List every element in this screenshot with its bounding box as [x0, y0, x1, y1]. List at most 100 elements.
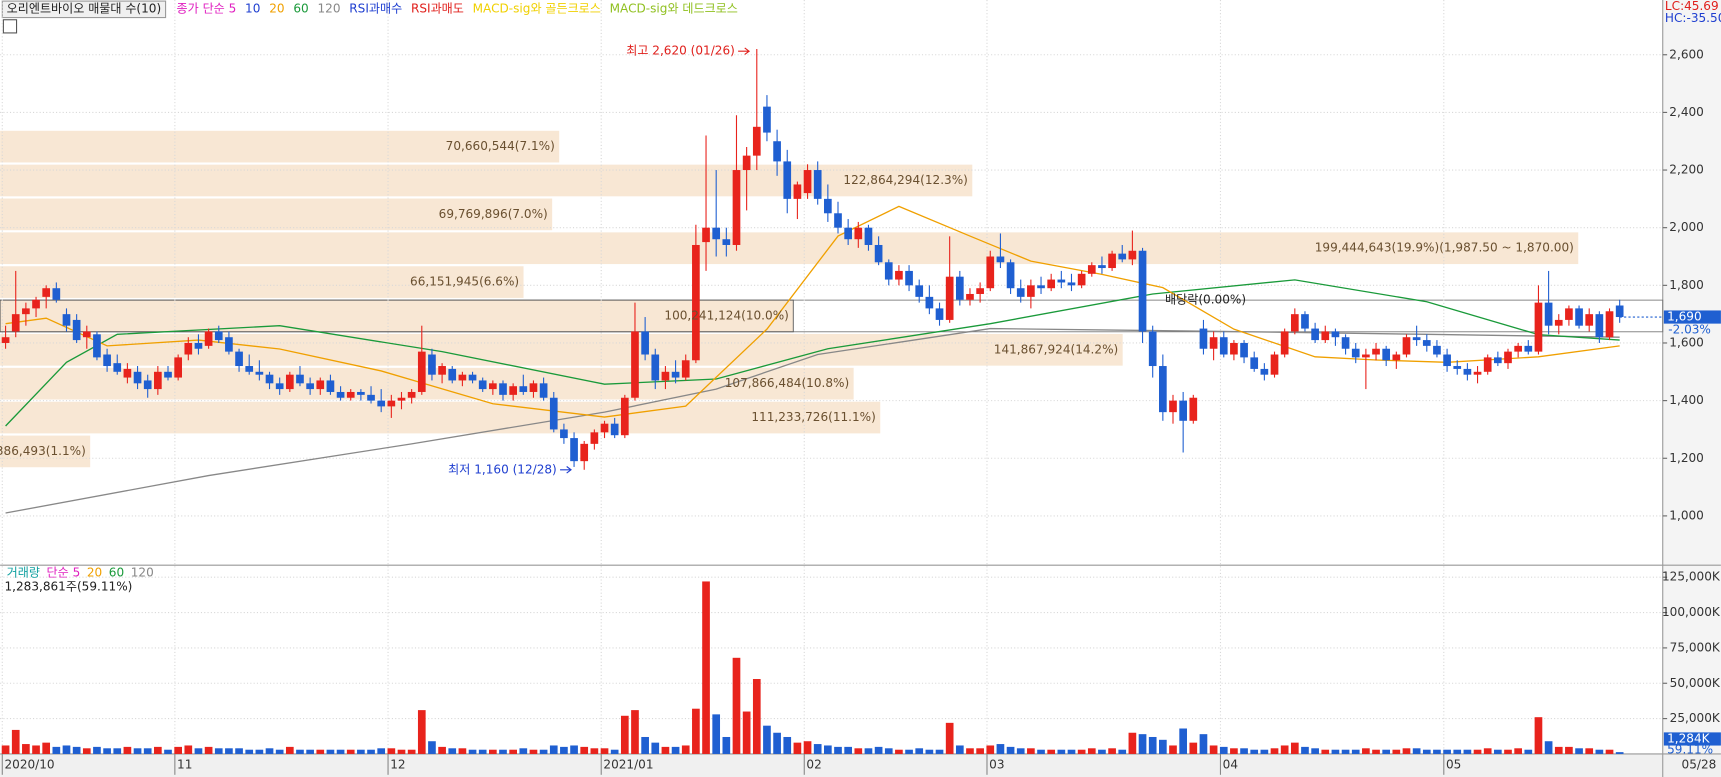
- candle-body: [275, 383, 284, 390]
- candle-body: [610, 423, 619, 436]
- candle-body: [1209, 337, 1218, 349]
- volume-bar: [824, 745, 832, 754]
- volume-bar: [803, 741, 812, 754]
- profile-label: 122,864,294(12.3%): [843, 173, 967, 187]
- volume-bar: [275, 749, 284, 754]
- volume-bar: [32, 745, 40, 754]
- volume-bar: [620, 715, 629, 754]
- candle-body: [346, 391, 355, 398]
- candle-body: [1189, 397, 1198, 421]
- volume-legend-entry: 60: [109, 565, 124, 579]
- candle-body: [255, 371, 264, 375]
- chart-title: 오리엔트바이오 매물대 수(10): [7, 1, 162, 15]
- volume-bar: [82, 748, 91, 754]
- candle-body: [143, 380, 152, 390]
- candle-body: [214, 331, 223, 341]
- volume-tick-label: 75,000K: [1670, 640, 1721, 654]
- volume-bar: [945, 722, 954, 754]
- volume-bar: [1321, 749, 1330, 754]
- candle-body: [631, 331, 639, 398]
- volume-bar: [732, 657, 741, 754]
- candle-body: [824, 198, 832, 214]
- volume-tick-label: 25,000K: [1670, 711, 1721, 725]
- candle-body: [62, 314, 71, 326]
- volume-bar: [1230, 748, 1238, 754]
- volume-bar: [1209, 745, 1218, 754]
- volume-bar: [245, 749, 254, 754]
- volume-bar: [367, 749, 375, 754]
- candle-body: [184, 342, 193, 355]
- candle-body: [884, 262, 893, 280]
- volume-bar: [864, 748, 873, 754]
- volume-bar: [925, 749, 934, 754]
- volume-bar: [1189, 742, 1198, 754]
- last-price-label: 1,690: [1667, 310, 1702, 324]
- volume-bar: [42, 742, 51, 754]
- profile-bar: [0, 435, 91, 468]
- annotation: 최고 2,620 (01/26): [626, 44, 735, 58]
- plot: [1, 48, 1624, 754]
- candle-body: [417, 351, 426, 392]
- volume-bar: [1392, 749, 1401, 754]
- volume-bar: [194, 748, 203, 754]
- candle-body: [1230, 342, 1238, 355]
- profile-bar: [0, 130, 560, 163]
- candle-body: [1118, 253, 1127, 260]
- volume-bar: [93, 746, 101, 754]
- candle-body: [265, 374, 274, 384]
- candle-body: [651, 354, 660, 381]
- last-date-label: 05/28: [1682, 757, 1717, 771]
- volume-bar: [895, 749, 903, 754]
- candle-body: [204, 331, 213, 346]
- volume-bar: [539, 749, 548, 754]
- candle-body: [1473, 371, 1482, 375]
- candle-body: [174, 357, 182, 378]
- volume-bar: [813, 744, 822, 754]
- volume-bar: [1270, 748, 1279, 754]
- candle-body: [1260, 368, 1269, 375]
- volume-bar: [1341, 749, 1350, 754]
- candle-body: [570, 438, 578, 462]
- volume-bar: [1433, 749, 1441, 754]
- annotation: 배당락(0.00%): [1165, 293, 1246, 307]
- volume-bar: [499, 749, 507, 754]
- volume-bar: [52, 746, 61, 754]
- profile-label: 70,660,544(7.1%): [446, 139, 555, 153]
- x-tick-label: 2020/10: [4, 757, 54, 771]
- candle-body: [813, 170, 822, 199]
- volume-bar: [661, 746, 670, 754]
- candle-body: [448, 368, 457, 381]
- candle-body: [763, 106, 771, 133]
- profile-bar: [0, 266, 524, 298]
- candle-body: [1067, 282, 1076, 286]
- candle-body: [641, 331, 649, 355]
- volume-legend-entry: 120: [131, 565, 154, 579]
- volume-bar: [1037, 749, 1045, 754]
- candle-body: [803, 170, 812, 194]
- title-box: [1, 0, 167, 19]
- candle-body: [1433, 345, 1441, 355]
- current-band-bar: [0, 299, 794, 333]
- volume-legend-entry: 거래량: [7, 565, 40, 579]
- table-icon[interactable]: [2, 19, 18, 34]
- y-tick-label: 1,000: [1669, 508, 1704, 522]
- volume-tick-label: 125,000K: [1662, 570, 1721, 584]
- volume-bar: [1148, 736, 1157, 754]
- volume-bar: [1331, 749, 1340, 754]
- candle-body: [1494, 357, 1502, 364]
- volume-bar: [143, 748, 152, 754]
- date-axis-background: [0, 753, 1721, 777]
- volume-bar: [549, 745, 558, 754]
- legend-entry: 120: [317, 1, 340, 15]
- candle-body: [834, 213, 842, 228]
- volume-bar: [184, 745, 193, 754]
- volume-bar: [235, 748, 243, 754]
- volume-bar: [1443, 749, 1451, 754]
- profile-label: 111,233,726(11.1%): [751, 410, 875, 424]
- volume-bar: [1, 745, 10, 754]
- volume-bar: [1544, 741, 1553, 754]
- volume-bar: [580, 746, 589, 754]
- volume-bar: [438, 746, 446, 754]
- volume-bar: [966, 748, 974, 754]
